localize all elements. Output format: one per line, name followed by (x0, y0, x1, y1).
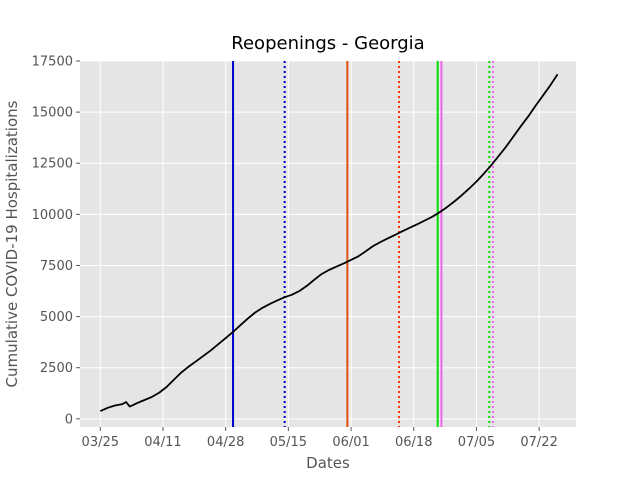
plot-area (80, 61, 576, 427)
x-axis-label: Dates (306, 454, 350, 472)
x-tick-label: 06/01 (332, 435, 369, 450)
y-tick-label: 10000 (32, 208, 73, 223)
y-ticks: 0 2500 5000 7500 10000 12500 15000 17500 (32, 55, 80, 427)
y-tick-label: 5000 (40, 310, 73, 325)
y-tick-label: 0 (65, 412, 73, 427)
y-tick-label: 2500 (40, 361, 73, 376)
reopening-lines (232, 61, 495, 427)
y-tick-label: 17500 (32, 55, 73, 70)
chart-title: Reopenings - Georgia (231, 33, 424, 54)
x-tick-label: 05/15 (270, 435, 307, 450)
x-tick-label: 06/18 (395, 435, 432, 450)
x-tick-label: 04/28 (207, 435, 244, 450)
x-tick-label: 07/22 (520, 435, 557, 450)
x-tick-label: 03/25 (82, 435, 119, 450)
series-line (99, 73, 559, 412)
y-tick-label: 12500 (32, 157, 73, 172)
y-axis-label: Cumulative COVID-19 Hospitalizations (3, 100, 21, 387)
y-tick-label: 15000 (32, 106, 73, 121)
series (99, 73, 559, 412)
x-ticks: 03/25 04/11 04/28 05/15 06/01 06/18 07/05 07/22 (82, 427, 558, 450)
y-tick-label: 7500 (40, 259, 73, 274)
x-tick-label: 04/11 (144, 435, 181, 450)
x-tick-label: 07/05 (458, 435, 495, 450)
